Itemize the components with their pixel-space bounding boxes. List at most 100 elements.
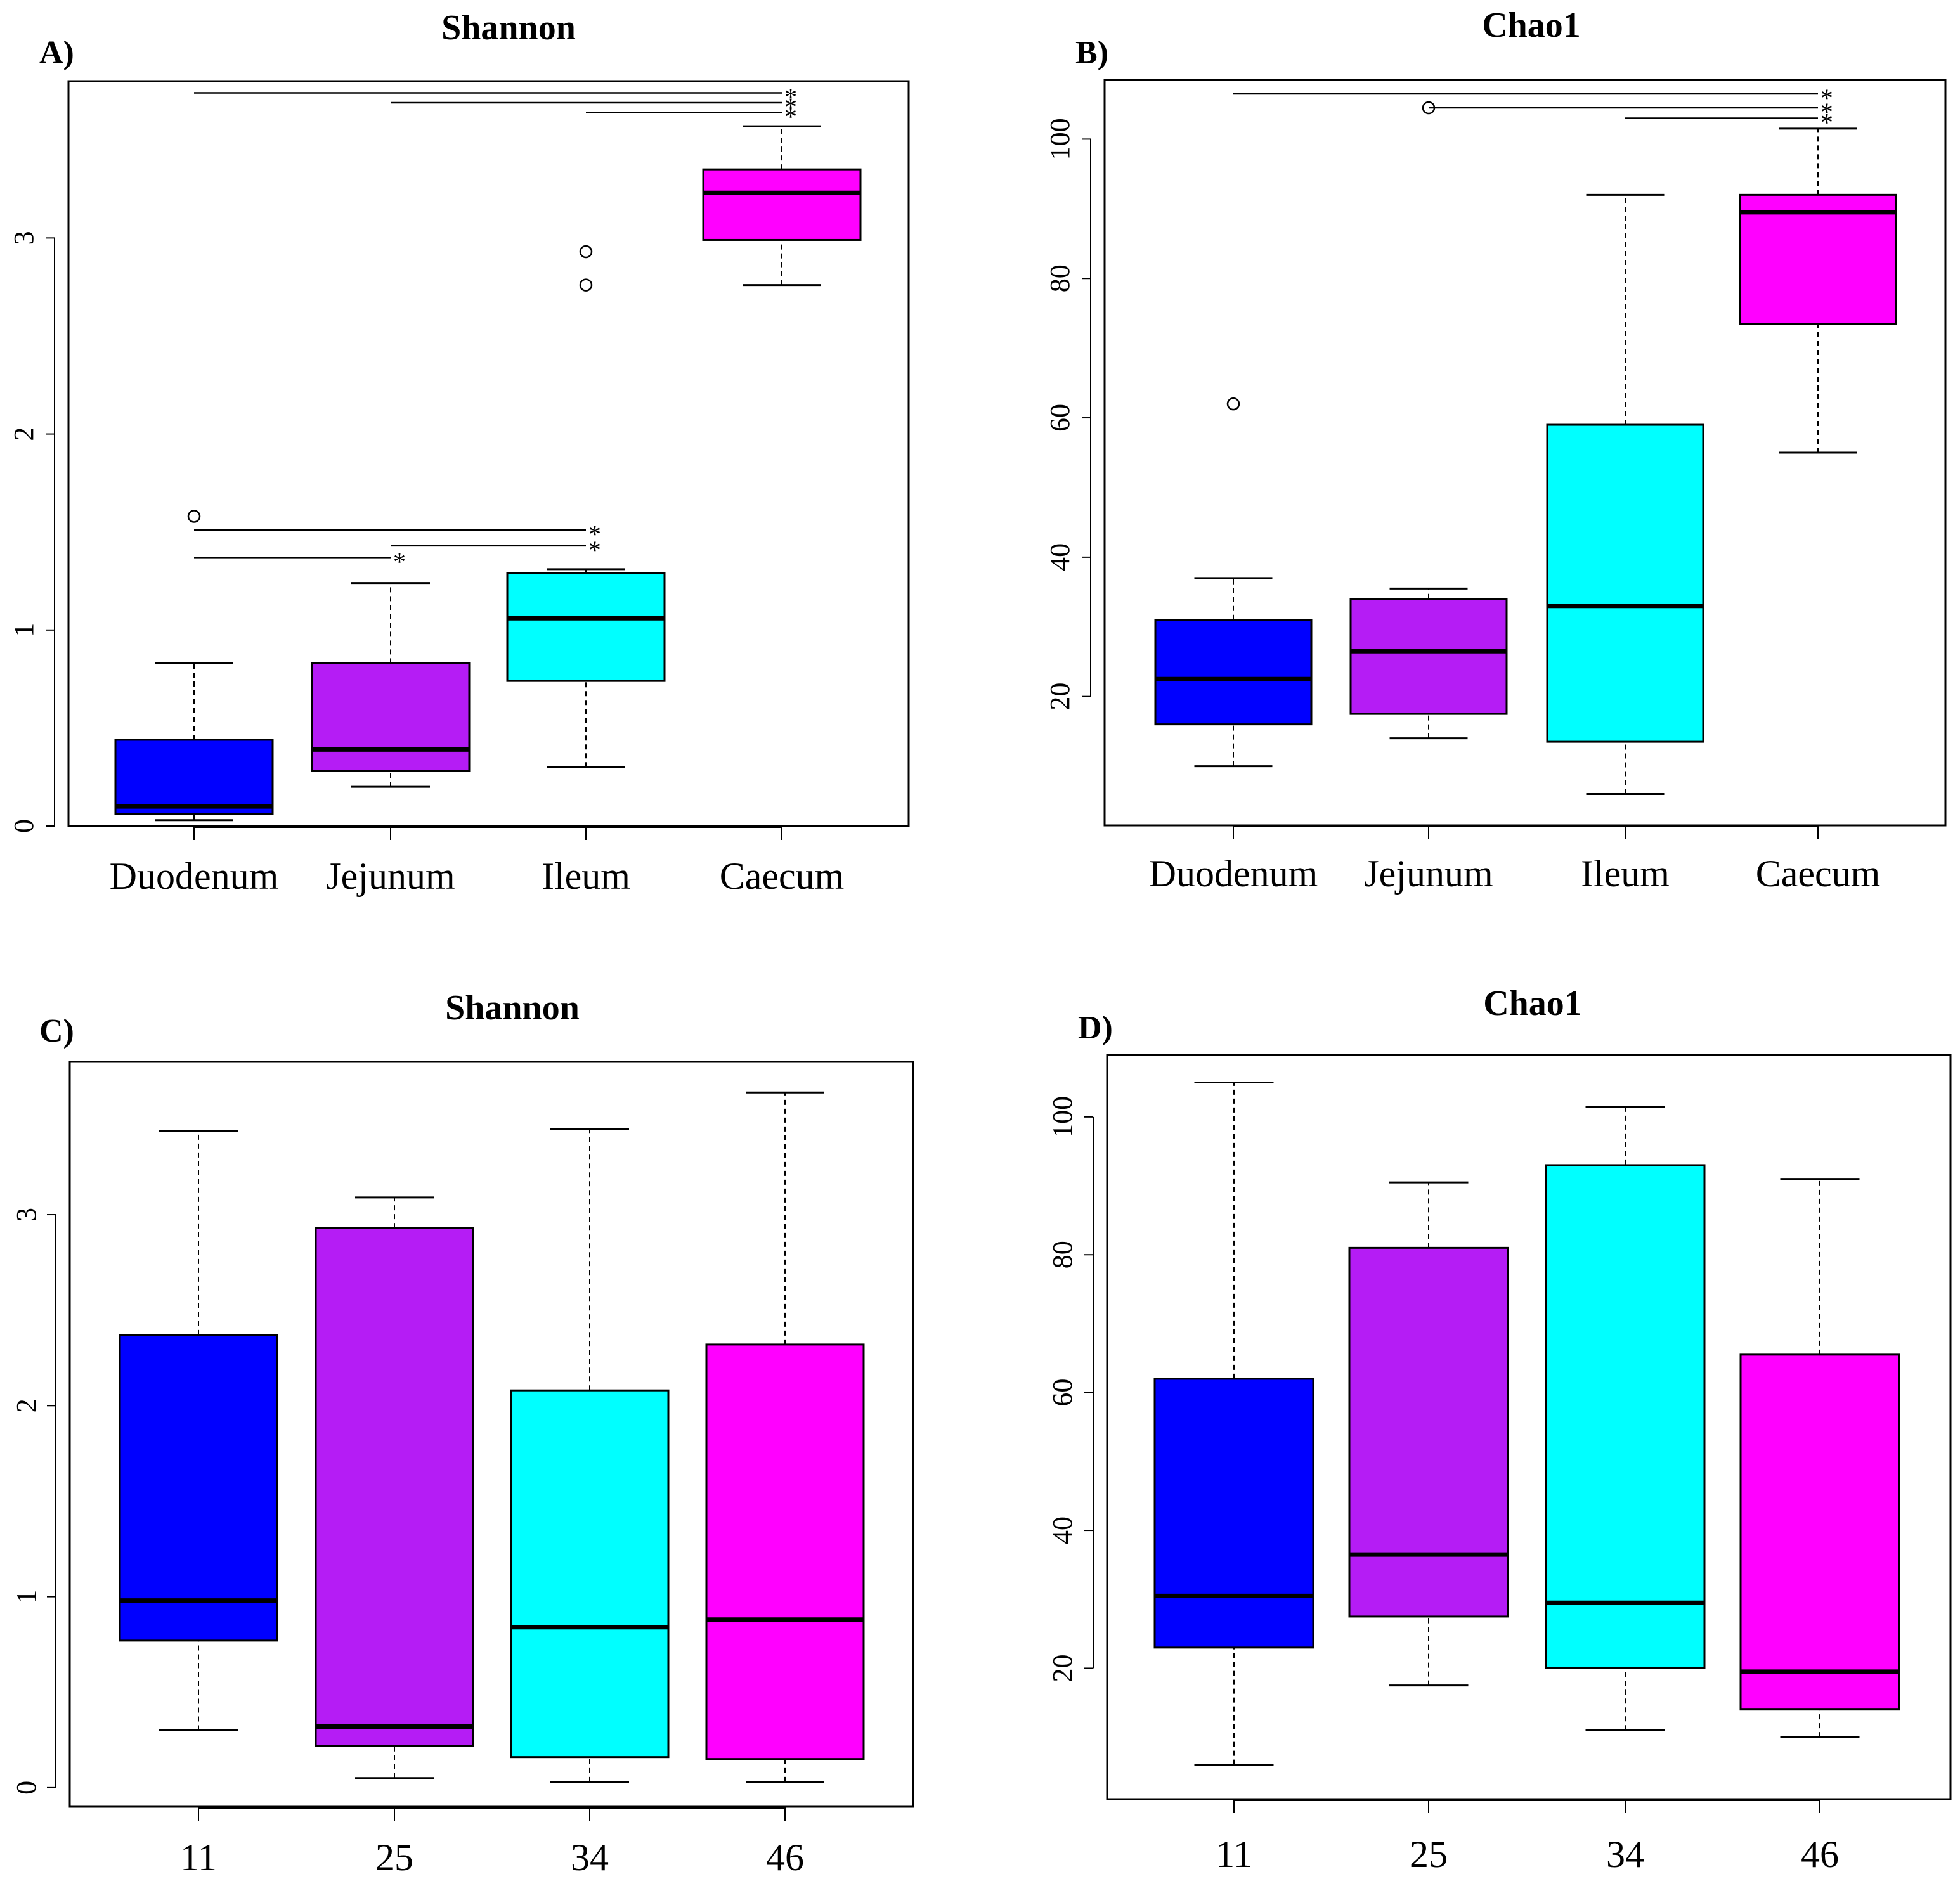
panel-a-label: A): [39, 35, 74, 71]
significance-marker: *: [1820, 98, 1833, 126]
significance-marker: *: [784, 83, 797, 112]
panel-b-title: Chao1: [1482, 6, 1581, 45]
x-tick-label: 34: [571, 1837, 609, 1878]
panel-a-title: Shannon: [441, 8, 576, 48]
x-tick-label: Duodenum: [1149, 853, 1318, 895]
significance-marker: *: [393, 547, 406, 576]
panel-a: A) Shannon 0 1 2 3 Duodenum Jejunum Ileu…: [8, 8, 910, 897]
x-tick-label: Jejunum: [1364, 853, 1493, 895]
box-11: [1153, 1081, 1314, 1766]
box-caecum: [1739, 127, 1897, 454]
panel-c-title: Shannon: [445, 988, 580, 1028]
iqr-box: [114, 739, 274, 815]
panel-c-plot-area: [47, 1061, 914, 1821]
iqr-box: [1546, 423, 1704, 743]
outlier-point: [579, 245, 593, 259]
iqr-box: [311, 662, 471, 772]
box-caecum: [702, 125, 862, 287]
iqr-box: [702, 168, 862, 241]
y-tick-label: 60: [1047, 1379, 1078, 1407]
y-tick-label: 1: [11, 1590, 42, 1604]
outlier-point: [579, 278, 593, 292]
panel-a-x-ticks: Duodenum Jejunum Ileum Caecum: [110, 855, 845, 897]
panel-c-x-ticks: 11 25 34 46: [180, 1837, 804, 1878]
plot-frame: [1103, 79, 1947, 827]
iqr-box: [1349, 598, 1508, 715]
iqr-box: [1545, 1164, 1706, 1669]
panel-b: B) Chao1 20 40 60 80 100 Duodenum Jejunu…: [1044, 6, 1947, 895]
iqr-box: [1348, 1246, 1509, 1618]
y-tick-label: 2: [8, 427, 39, 441]
box-ileum: [1546, 193, 1704, 796]
plot-frame: [68, 1061, 914, 1808]
box-jejunum: [1349, 101, 1508, 740]
y-tick-label: 3: [8, 231, 39, 245]
x-tick-label: 25: [375, 1837, 413, 1878]
y-tick-label: 2: [11, 1398, 42, 1412]
significance-marker: *: [588, 536, 601, 564]
x-tick-label: Caecum: [1756, 853, 1881, 895]
x-tick-label: 46: [1801, 1833, 1839, 1875]
y-tick-label: 20: [1047, 1654, 1078, 1682]
y-tick-label: 60: [1044, 404, 1075, 432]
iqr-box: [510, 1389, 670, 1759]
significance-marker: *: [1820, 84, 1833, 112]
panel-b-plot-area: ***: [1082, 79, 1947, 839]
y-tick-label: 3: [11, 1208, 42, 1222]
box-46: [1739, 1178, 1900, 1738]
y-tick-label: 20: [1044, 683, 1075, 711]
x-tick-label: Duodenum: [110, 855, 279, 897]
outlier-point: [1226, 397, 1240, 411]
iqr-box: [1739, 193, 1897, 325]
x-tick-label: Ileum: [1581, 853, 1670, 895]
panel-d-x-ticks: 11 25 34 46: [1216, 1833, 1839, 1875]
significance-marker: *: [1820, 108, 1833, 136]
panel-d-y-ticks: 20 40 60 80 100: [1047, 1096, 1078, 1683]
iqr-box: [506, 572, 666, 682]
panel-c-label: C): [39, 1013, 74, 1049]
x-tick-label: 34: [1606, 1833, 1644, 1875]
box-46: [705, 1091, 865, 1783]
plot-frame: [1106, 1054, 1952, 1800]
box-jejunum: [311, 582, 471, 788]
y-tick-label: 80: [1044, 264, 1075, 292]
box-duodenum: [114, 510, 274, 822]
y-tick-label: 80: [1047, 1241, 1078, 1269]
panel-b-label: B): [1075, 35, 1108, 71]
significance-marker: *: [784, 102, 797, 131]
panel-a-y-ticks: 0 1 2 3: [8, 231, 39, 833]
box-ileum: [506, 245, 666, 768]
y-tick-label: 1: [8, 623, 39, 637]
x-tick-label: 11: [180, 1837, 217, 1878]
panel-d-plot-area: [1084, 1054, 1952, 1813]
x-tick-label: 25: [1410, 1833, 1448, 1875]
significance-marker: *: [784, 93, 797, 121]
panel-d-title: Chao1: [1483, 984, 1582, 1023]
iqr-box: [119, 1334, 278, 1642]
x-tick-label: 46: [766, 1837, 804, 1878]
box-34: [510, 1127, 670, 1783]
iqr-box: [1739, 1353, 1900, 1711]
plot-frame: [67, 80, 910, 827]
iqr-box: [1153, 1378, 1314, 1649]
y-tick-label: 40: [1044, 543, 1075, 571]
panel-d: D) Chao1 20 40 60 80 100 11 25 34 46: [1047, 984, 1952, 1875]
x-tick-label: 11: [1216, 1833, 1252, 1875]
y-tick-label: 40: [1047, 1516, 1078, 1544]
iqr-box: [705, 1343, 865, 1760]
box-25: [315, 1196, 474, 1779]
x-tick-label: Jejunum: [326, 855, 455, 897]
panel-b-x-ticks: Duodenum Jejunum Ileum Caecum: [1149, 853, 1881, 895]
x-tick-label: Caecum: [720, 855, 845, 897]
panel-c-y-ticks: 0 1 2 3: [11, 1208, 42, 1795]
significance-marker: *: [588, 520, 601, 548]
panel-a-plot-area: ******: [46, 80, 910, 840]
y-tick-label: 100: [1044, 118, 1075, 160]
box-duodenum: [1154, 397, 1313, 768]
outlier-point: [187, 510, 201, 523]
box-34: [1545, 1106, 1706, 1731]
iqr-box: [1154, 619, 1313, 726]
box-11: [119, 1129, 278, 1731]
y-tick-label: 100: [1047, 1096, 1078, 1138]
